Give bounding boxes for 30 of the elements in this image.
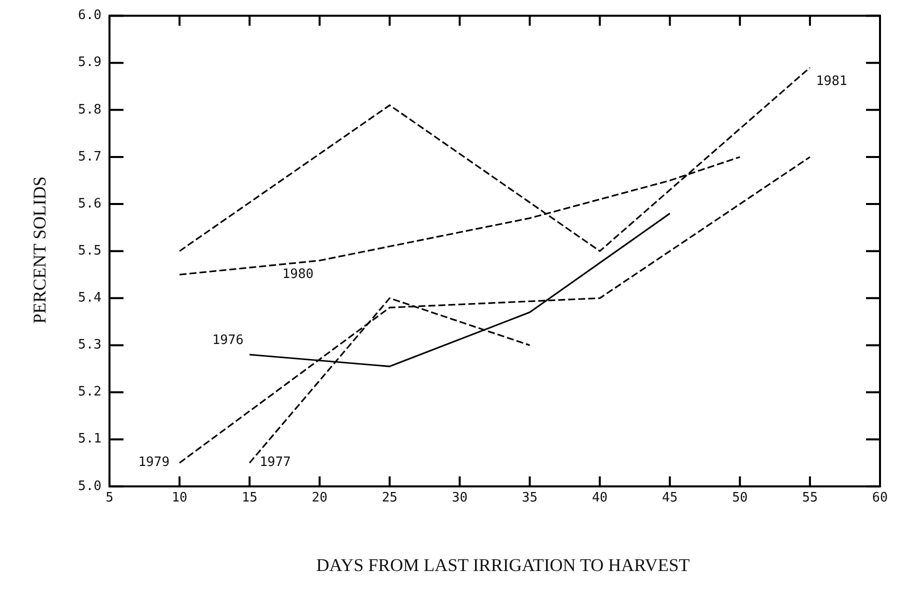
x-tick-label: 10 bbox=[172, 490, 188, 506]
x-tick-label: 50 bbox=[732, 490, 748, 506]
x-axis-title: DAYS FROM LAST IRRIGATION TO HARVEST bbox=[315, 555, 691, 576]
x-tick-label: 35 bbox=[522, 490, 538, 506]
y-tick-label: 5.7 bbox=[78, 149, 102, 164]
y-tick-label: 5.2 bbox=[78, 384, 102, 400]
y-tick-label: 5.4 bbox=[78, 290, 102, 306]
series-label: 1980 bbox=[282, 266, 314, 282]
x-tick-label: 30 bbox=[452, 490, 468, 506]
series-label: 1979 bbox=[138, 455, 170, 470]
y-tick-label: 5.1 bbox=[78, 432, 102, 447]
series-label: 1976 bbox=[212, 333, 244, 348]
x-tick-label: 40 bbox=[592, 490, 608, 506]
x-tick-label: 20 bbox=[312, 490, 328, 506]
x-tick-label: 25 bbox=[382, 490, 398, 506]
y-tick-label: 5.5 bbox=[78, 243, 102, 258]
x-tick-label: 45 bbox=[662, 490, 678, 506]
x-tick-label: 5 bbox=[106, 490, 114, 506]
y-tick-label: 6.0 bbox=[78, 8, 102, 24]
x-tick-label: 60 bbox=[872, 490, 888, 506]
x-tick-label: 15 bbox=[242, 490, 258, 506]
y-tick-label: 5.6 bbox=[78, 196, 102, 212]
y-tick-label: 5.0 bbox=[78, 478, 102, 494]
y-axis-title: PERCENT SOLIDS bbox=[30, 176, 50, 324]
series-label: 1981 bbox=[816, 74, 848, 89]
y-tick-label: 5.8 bbox=[78, 102, 102, 118]
x-tick-label: 55 bbox=[802, 490, 818, 506]
y-tick-label: 5.9 bbox=[78, 55, 102, 70]
y-tick-label: 5.3 bbox=[78, 338, 102, 353]
series-label: 1977 bbox=[260, 455, 291, 470]
